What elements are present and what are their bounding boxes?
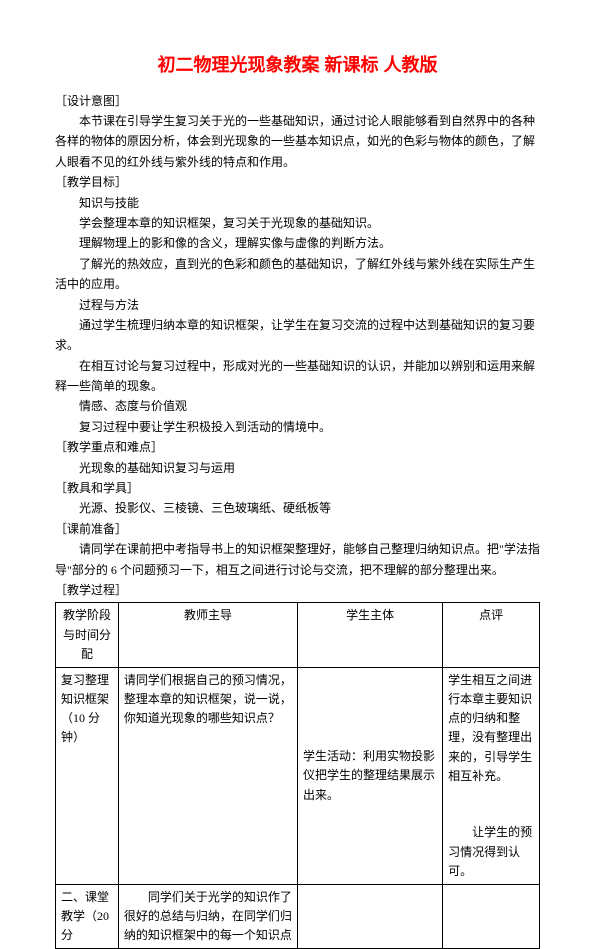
page-container: 初二物理光现象教案 新课标 人教版 ［设计意图］ 本节课在引导学生复习关于光的一… xyxy=(0,0,595,949)
process-table: 教学阶段与时间分配 教师主导 学生主体 点评 复习整理知识框架（10 分钟） 请… xyxy=(55,602,540,949)
design-p1: 本节课在引导学生复习关于光的一些基础知识，通过讨论人眼能够看到自然界中的各种各样… xyxy=(55,111,540,172)
document-title: 初二物理光现象教案 新课标 人教版 xyxy=(55,50,540,81)
cell-student-2 xyxy=(297,884,442,949)
goals-p3: 了解光的热效应，直到光的色彩和颜色的基础知识，了解红外线与紫外线在实际生产生活中… xyxy=(55,254,540,295)
cell-teacher-1: 请同学们根据自己的预习情况，整理本章的知识框架，说一说，你知道光现象的哪些知识点… xyxy=(118,667,297,884)
cell-comment-1: 学生相互之间进行本章主要知识点的归纳和整理，没有整理出来的，引导学生相互补充。 … xyxy=(443,667,540,884)
th-student: 学生主体 xyxy=(297,603,442,668)
focus-label: ［教学重点和难点］ xyxy=(55,437,540,457)
table-row: 复习整理知识框架（10 分钟） 请同学们根据自己的预习情况，整理本章的知识框架，… xyxy=(56,667,540,884)
goals-p2: 理解物理上的影和像的含义，理解实像与虚像的判断方法。 xyxy=(55,233,540,253)
cell-teacher-2-l2: 很好的总结与归纳，在同学们归 xyxy=(124,907,292,926)
cell-teacher-2-l1: 同学们关于光学的知识作了 xyxy=(124,888,292,907)
goals-sub1: 知识与技能 xyxy=(55,193,540,213)
cell-stage-1: 复习整理知识框架（10 分钟） xyxy=(56,667,119,884)
cell-student-1-text: 学生活动：利用实物投影仪把学生的整理结果展示出来。 xyxy=(303,747,437,805)
cell-stage-2: 二、课堂教学（20 分 xyxy=(56,884,119,949)
goals-p5: 在相互讨论与复习过程中，形成对光的一些基础知识的认识，并能加以辨别和运用来解释一… xyxy=(55,356,540,397)
th-stage: 教学阶段与时间分配 xyxy=(56,603,119,668)
prep-label: ［课前准备］ xyxy=(55,519,540,539)
th-comment: 点评 xyxy=(443,603,540,668)
design-label: ［设计意图］ xyxy=(55,91,540,111)
tools-p1: 光源、投影仪、三棱镜、三色玻璃纸、硬纸板等 xyxy=(55,498,540,518)
focus-p1: 光现象的基础知识复习与运用 xyxy=(55,458,540,478)
goals-p1: 学会整理本章的知识框架，复习关于光现象的基础知识。 xyxy=(55,213,540,233)
goals-sub3: 情感、态度与价值观 xyxy=(55,396,540,416)
goals-p4: 通过学生梳理归纳本章的知识框架，让学生在复习交流的过程中达到基础知识的复习要求。 xyxy=(55,315,540,356)
cell-student-1: 学生活动：利用实物投影仪把学生的整理结果展示出来。 xyxy=(297,667,442,884)
th-teacher: 教师主导 xyxy=(118,603,297,668)
prep-p1: 请同学在课前把中考指导书上的知识框架整理好，能够自己整理归纳知识点。把"学法指导… xyxy=(55,539,540,580)
goals-p6: 复习过程中要让学生积极投入到活动的情境中。 xyxy=(55,417,540,437)
cell-comment-2 xyxy=(443,884,540,949)
cell-teacher-2: 同学们关于光学的知识作了 很好的总结与归纳，在同学们归 纳的知识框架中的每一个知… xyxy=(118,884,297,949)
process-label: ［教学过程］ xyxy=(55,580,540,600)
table-row: 二、课堂教学（20 分 同学们关于光学的知识作了 很好的总结与归纳，在同学们归 … xyxy=(56,884,540,949)
cell-teacher-2-l3: 纳的知识框架中的每一个知识点 xyxy=(124,926,292,945)
goals-sub2: 过程与方法 xyxy=(55,295,540,315)
goals-label: ［教学目标］ xyxy=(55,172,540,192)
cell-comment-1a: 学生相互之间进行本章主要知识点的归纳和整理，没有整理出来的，引导学生相互补充。 xyxy=(448,671,534,786)
table-header-row: 教学阶段与时间分配 教师主导 学生主体 点评 xyxy=(56,603,540,668)
cell-comment-1b: 让学生的预习情况得到认可。 xyxy=(448,823,534,881)
tools-label: ［教具和学具］ xyxy=(55,478,540,498)
